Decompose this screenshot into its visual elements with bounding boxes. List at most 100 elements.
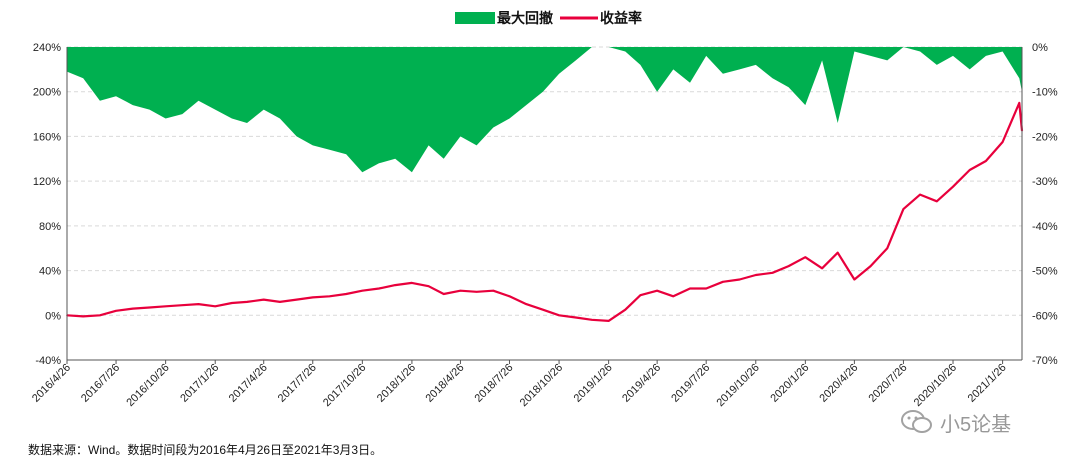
left-axis-ticks: -40% 0% 40% 80% 120% 160% 200% 240%: [33, 42, 61, 367]
return-point: [591, 319, 593, 321]
watermark-text: 小5论基: [940, 413, 1012, 436]
x-tick-label: 2019/7/26: [669, 362, 712, 405]
x-tick-label: 2017/4/26: [227, 362, 270, 405]
return-point: [902, 208, 905, 210]
right-tick-label: -50%: [1032, 266, 1058, 278]
x-tick-label: 2020/10/26: [912, 362, 959, 409]
x-tick-label: 2019/10/26: [714, 362, 761, 409]
return-point: [919, 193, 921, 196]
right-tick-label: -60%: [1032, 310, 1058, 322]
x-tick-label: 2019/1/26: [572, 362, 615, 405]
x-tick-label: 2020/4/26: [817, 362, 860, 405]
return-point: [886, 247, 889, 249]
right-tick-label: -70%: [1032, 355, 1058, 367]
watermark: 小5论基: [900, 404, 1050, 440]
return-point: [968, 169, 971, 171]
return-point: [1001, 141, 1004, 143]
return-point: [624, 308, 627, 311]
return-point: [99, 314, 101, 317]
legend-swatch-drawdown: [455, 12, 495, 24]
return-point: [787, 265, 790, 267]
x-tick-label: 2021/1/26: [966, 362, 1009, 405]
return-point: [639, 294, 642, 297]
return-point: [755, 274, 757, 276]
return-point: [985, 160, 987, 162]
return-point: [869, 265, 872, 267]
return-point: [115, 310, 117, 312]
legend-label-drawdown: 最大回撤: [497, 10, 553, 26]
return-point: [394, 284, 397, 286]
return-point: [804, 256, 807, 259]
x-tick-label: 2020/7/26: [866, 362, 909, 405]
drawdown-area: [67, 47, 1022, 173]
return-point: [279, 301, 281, 303]
return-point: [705, 287, 707, 290]
right-axis-ticks: -70% -60% -50% -40% -30% -20% -10% 0%: [1032, 42, 1058, 367]
return-point: [378, 287, 380, 290]
x-tick-label: 2016/10/26: [124, 362, 171, 409]
return-point: [525, 303, 527, 305]
return-point: [181, 304, 184, 307]
x-tick-label: 2018/4/26: [423, 362, 466, 405]
x-tick-label: 2017/10/26: [321, 362, 368, 409]
return-point: [738, 278, 741, 281]
left-tick-label: 80%: [39, 221, 61, 233]
source-note: 数据来源：Wind。数据时间段为2016年4月26日至2021年3月3日。: [28, 443, 383, 457]
return-point: [821, 267, 823, 270]
return-point: [214, 305, 216, 308]
return-point: [558, 314, 560, 317]
axes: [66, 47, 1023, 361]
right-tick-label: 0%: [1032, 42, 1048, 54]
return-point: [361, 289, 364, 292]
return-line-layer: [66, 101, 1024, 322]
right-tick-label: -10%: [1032, 87, 1058, 99]
return-point: [345, 293, 348, 295]
wechat-icon: [901, 410, 932, 433]
return-point: [936, 200, 938, 203]
x-axis-ticks: 2016/4/26 2016/7/26 2016/10/26 2017/1/26 201…: [30, 360, 1009, 409]
return-point: [132, 307, 134, 310]
x-tick-label: 2018/7/26: [473, 362, 516, 405]
return-point: [1018, 102, 1021, 104]
return-point: [672, 295, 675, 298]
return-point: [508, 295, 511, 298]
return-point: [312, 296, 314, 299]
right-tick-label: -30%: [1032, 176, 1058, 188]
left-tick-label: 0%: [45, 310, 61, 322]
x-tick-label: 2020/1/26: [768, 362, 811, 405]
return-point: [262, 298, 265, 301]
legend: 最大回撤 收益率: [455, 10, 642, 26]
return-point: [197, 303, 200, 305]
return-point: [475, 291, 478, 293]
return-point: [328, 295, 331, 298]
return-point: [542, 308, 544, 311]
return-point: [442, 293, 445, 295]
return-point: [164, 305, 167, 308]
return-point: [575, 316, 577, 319]
left-tick-label: -40%: [35, 355, 61, 367]
return-point: [427, 285, 430, 288]
return-point: [656, 289, 658, 292]
return-point: [952, 185, 954, 188]
return-point: [148, 306, 151, 309]
left-tick-label: 240%: [33, 42, 61, 54]
left-tick-label: 40%: [39, 266, 61, 278]
x-tick-label: 2017/1/26: [178, 362, 221, 405]
legend-label-return: 收益率: [600, 10, 642, 26]
return-point: [607, 320, 610, 322]
x-tick-label: 2016/7/26: [79, 362, 122, 405]
left-tick-label: 160%: [33, 131, 61, 143]
return-point: [722, 281, 724, 283]
left-tick-label: 120%: [33, 176, 61, 188]
return-point: [411, 282, 413, 284]
left-tick-label: 200%: [33, 87, 61, 99]
return-point: [295, 298, 298, 301]
right-tick-label: -20%: [1032, 131, 1058, 143]
return-point: [853, 278, 856, 281]
return-point: [771, 272, 774, 274]
drawdown-area-layer: [67, 47, 1022, 173]
x-tick-label: 2018/10/26: [518, 362, 565, 409]
return-point: [246, 301, 248, 303]
x-tick-label: 2018/1/26: [375, 362, 418, 405]
